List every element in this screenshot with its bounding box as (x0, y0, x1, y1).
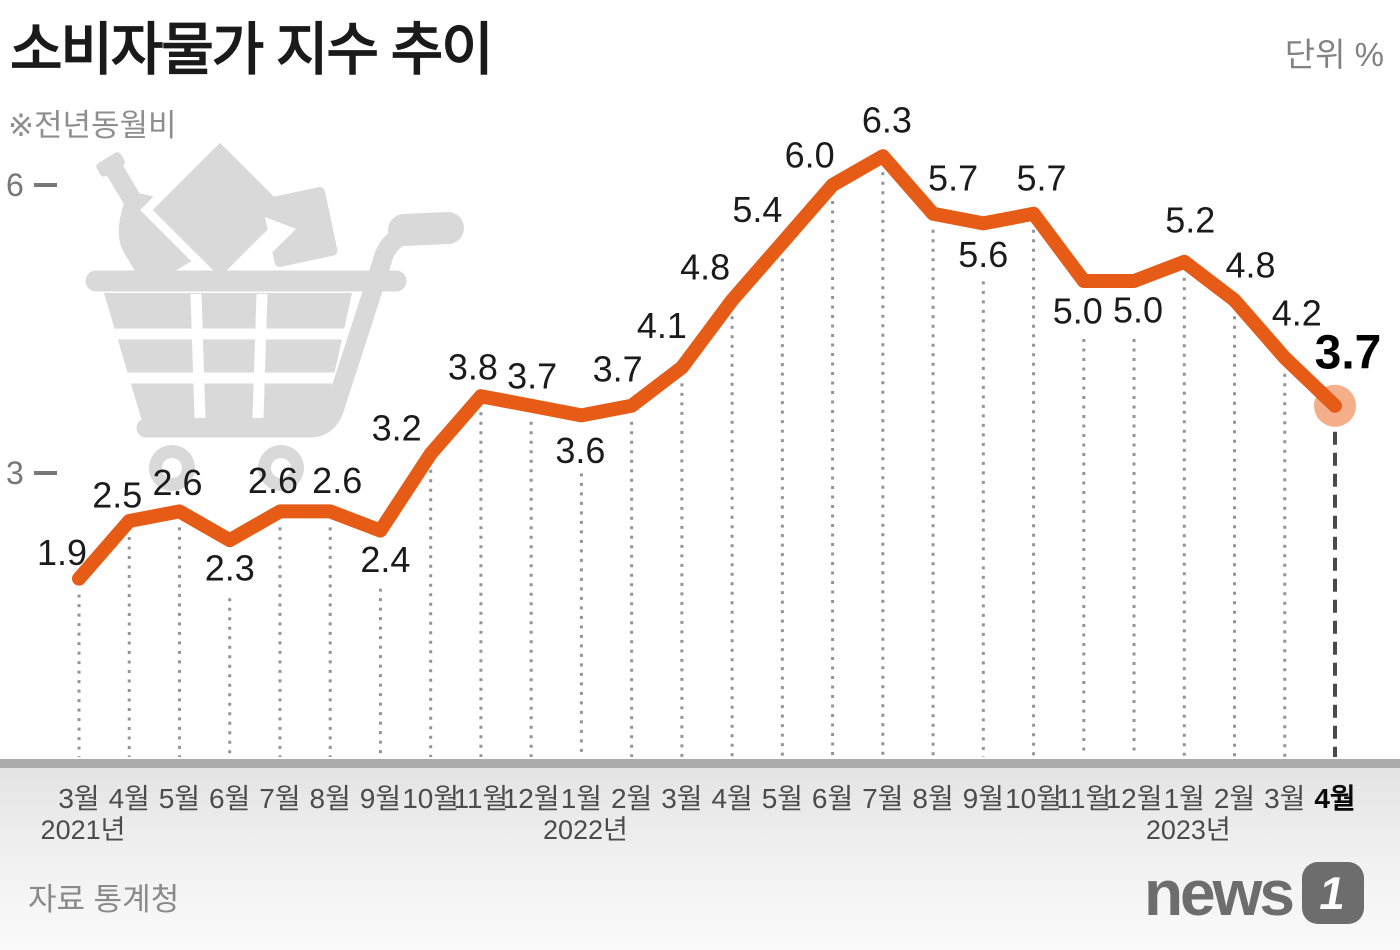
month-label: 12월 (502, 783, 560, 814)
news1-logo-badge: 1 (1302, 862, 1364, 924)
month-label: 4월 (711, 783, 753, 814)
month-label: 1월 (1163, 783, 1205, 814)
trend-line (72, 149, 1342, 586)
value-label: 3.7 (507, 355, 557, 396)
value-label: 4.1 (637, 305, 687, 346)
value-label: 5.7 (1017, 157, 1067, 198)
month-label: 5월 (761, 783, 804, 814)
month-label: 3월 (1264, 783, 1306, 814)
month-label: 2월 (610, 783, 653, 814)
unit-label: 단위 % (1284, 36, 1384, 73)
month-label: 12월 (1105, 783, 1163, 814)
value-label: 2.3 (205, 548, 255, 589)
value-label: 5.2 (1165, 199, 1215, 240)
month-label: 11월 (1056, 783, 1112, 814)
year-label: 2021년 (40, 815, 126, 845)
value-label: 4.2 (1272, 292, 1322, 333)
shopping-cart-icon (85, 130, 464, 491)
source-label: 자료 통계청 (28, 882, 180, 917)
month-label: 8월 (912, 783, 954, 814)
month-label: 8월 (309, 783, 351, 814)
value-label: 2.6 (312, 460, 362, 501)
value-label: 4.8 (1225, 245, 1275, 286)
month-label: 10월 (402, 783, 460, 814)
value-label: 5.0 (1053, 291, 1103, 332)
value-label: 6.0 (785, 135, 835, 176)
month-label: 5월 (158, 783, 201, 814)
value-label: 5.6 (958, 234, 1008, 275)
y-tick-label: 6 (6, 167, 24, 203)
value-label: 2.5 (92, 475, 142, 516)
value-label: 3.6 (555, 430, 605, 471)
month-label: 9월 (962, 783, 1004, 814)
value-label: 4.8 (680, 247, 730, 288)
value-label: 3.8 (448, 347, 498, 388)
value-label-current: 3.7 (1315, 326, 1382, 379)
month-label: 7월 (259, 783, 301, 814)
y-tick-label: 3 (6, 455, 24, 491)
x-axis-line (0, 759, 1400, 768)
month-label: 1월 (560, 783, 603, 814)
value-label: 2.6 (248, 460, 298, 501)
news1-logo-text: news (1143, 857, 1295, 929)
year-label: 2023년 (1145, 815, 1231, 845)
year-label: 2022년 (542, 815, 628, 845)
month-label: 9월 (359, 783, 402, 814)
page-title: 소비자물가 지수 추이 (10, 18, 494, 82)
yoy-note: ※전년동월비 (8, 108, 177, 143)
value-label: 1.9 (37, 532, 87, 573)
value-label: 5.7 (928, 157, 978, 198)
month-label: 7월 (862, 783, 904, 814)
month-label: 6월 (811, 783, 854, 814)
month-label: 4월 (108, 783, 150, 814)
news1-logo: news 1 (1143, 857, 1364, 929)
value-label: 2.4 (360, 539, 410, 580)
month-label: 3월 (58, 783, 100, 814)
value-label: 6.3 (862, 100, 912, 141)
value-label: 3.7 (593, 348, 643, 389)
x-axis-band (0, 768, 1400, 950)
month-label: 2월 (1213, 783, 1256, 814)
value-label: 5.0 (1113, 290, 1163, 331)
value-label: 2.6 (152, 462, 202, 503)
month-label: 6월 (209, 783, 251, 814)
month-label: 3월 (661, 783, 703, 814)
value-label: 5.4 (732, 189, 782, 230)
value-label: 3.2 (372, 407, 422, 448)
month-label: 11월 (453, 783, 509, 814)
month-label: 10월 (1005, 783, 1062, 814)
month-label: 4월 (1314, 783, 1356, 814)
